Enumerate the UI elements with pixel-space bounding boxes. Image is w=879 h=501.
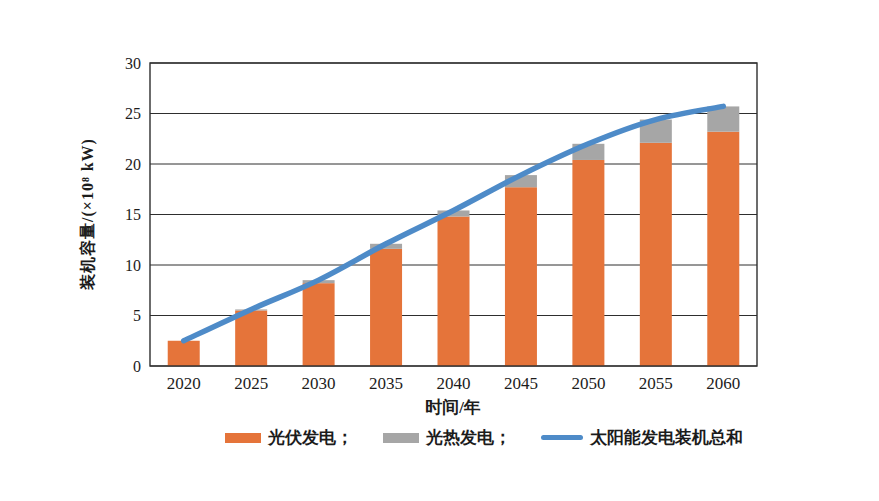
bar-pv-2040 (438, 217, 470, 366)
x-tick-label: 2025 (234, 374, 268, 393)
y-tick-label: 0 (133, 358, 141, 375)
x-axis-title: 时间/年 (425, 396, 481, 419)
legend-item-pv: 光伏发电； (225, 426, 353, 449)
bar-pv-2060 (707, 132, 739, 366)
legend-label-pv: 光伏发电； (268, 426, 353, 449)
y-tick-label: 20 (125, 156, 141, 173)
y-tick-label: 5 (133, 307, 141, 324)
chart-legend: 光伏发电； 光热发电； 太阳能发电装机总和 (225, 426, 743, 449)
x-tick-label: 2040 (437, 374, 471, 393)
x-tick-label: 2060 (706, 374, 740, 393)
pv-bar-swatch-icon (225, 433, 261, 443)
legend-label-total: 太阳能发电装机总和 (590, 426, 743, 449)
x-tick-label: 2050 (571, 374, 605, 393)
y-tick-labels: 0 5 10 15 20 25 30 (125, 55, 141, 375)
x-tick-label: 2055 (639, 374, 673, 393)
x-tick-labels: 2020 2025 2030 2035 2040 2045 2050 2055 2060 (167, 374, 741, 393)
total-line-swatch-icon (541, 435, 583, 440)
x-tick-label: 2030 (302, 374, 336, 393)
bar-pv-2045 (505, 187, 537, 366)
y-tick-label: 10 (125, 257, 141, 274)
y-tick-label: 25 (125, 105, 141, 122)
legend-item-total: 太阳能发电装机总和 (541, 426, 743, 449)
csp-bar-swatch-icon (383, 433, 419, 443)
legend-label-csp: 光热发电； (426, 426, 511, 449)
bar-pv-2055 (640, 143, 672, 366)
bar-pv-2020 (168, 341, 200, 366)
x-tick-label: 2035 (369, 374, 403, 393)
bar-pv-2030 (303, 283, 335, 366)
bars-group (168, 106, 740, 366)
bar-pv-2050 (572, 160, 604, 366)
y-tick-label: 30 (125, 55, 141, 72)
y-tick-label: 15 (125, 206, 141, 223)
x-tick-label: 2020 (167, 374, 201, 393)
solar-capacity-chart-figure: 0510152025302020202520302035204020452050… (0, 0, 879, 501)
x-tick-label: 2045 (504, 374, 538, 393)
bar-pv-2025 (235, 310, 267, 366)
legend-item-csp: 光热发电； (383, 426, 511, 449)
bar-pv-2035 (370, 249, 402, 366)
y-axis-title: 装机容量/(×10⁸ kW) (78, 138, 99, 290)
